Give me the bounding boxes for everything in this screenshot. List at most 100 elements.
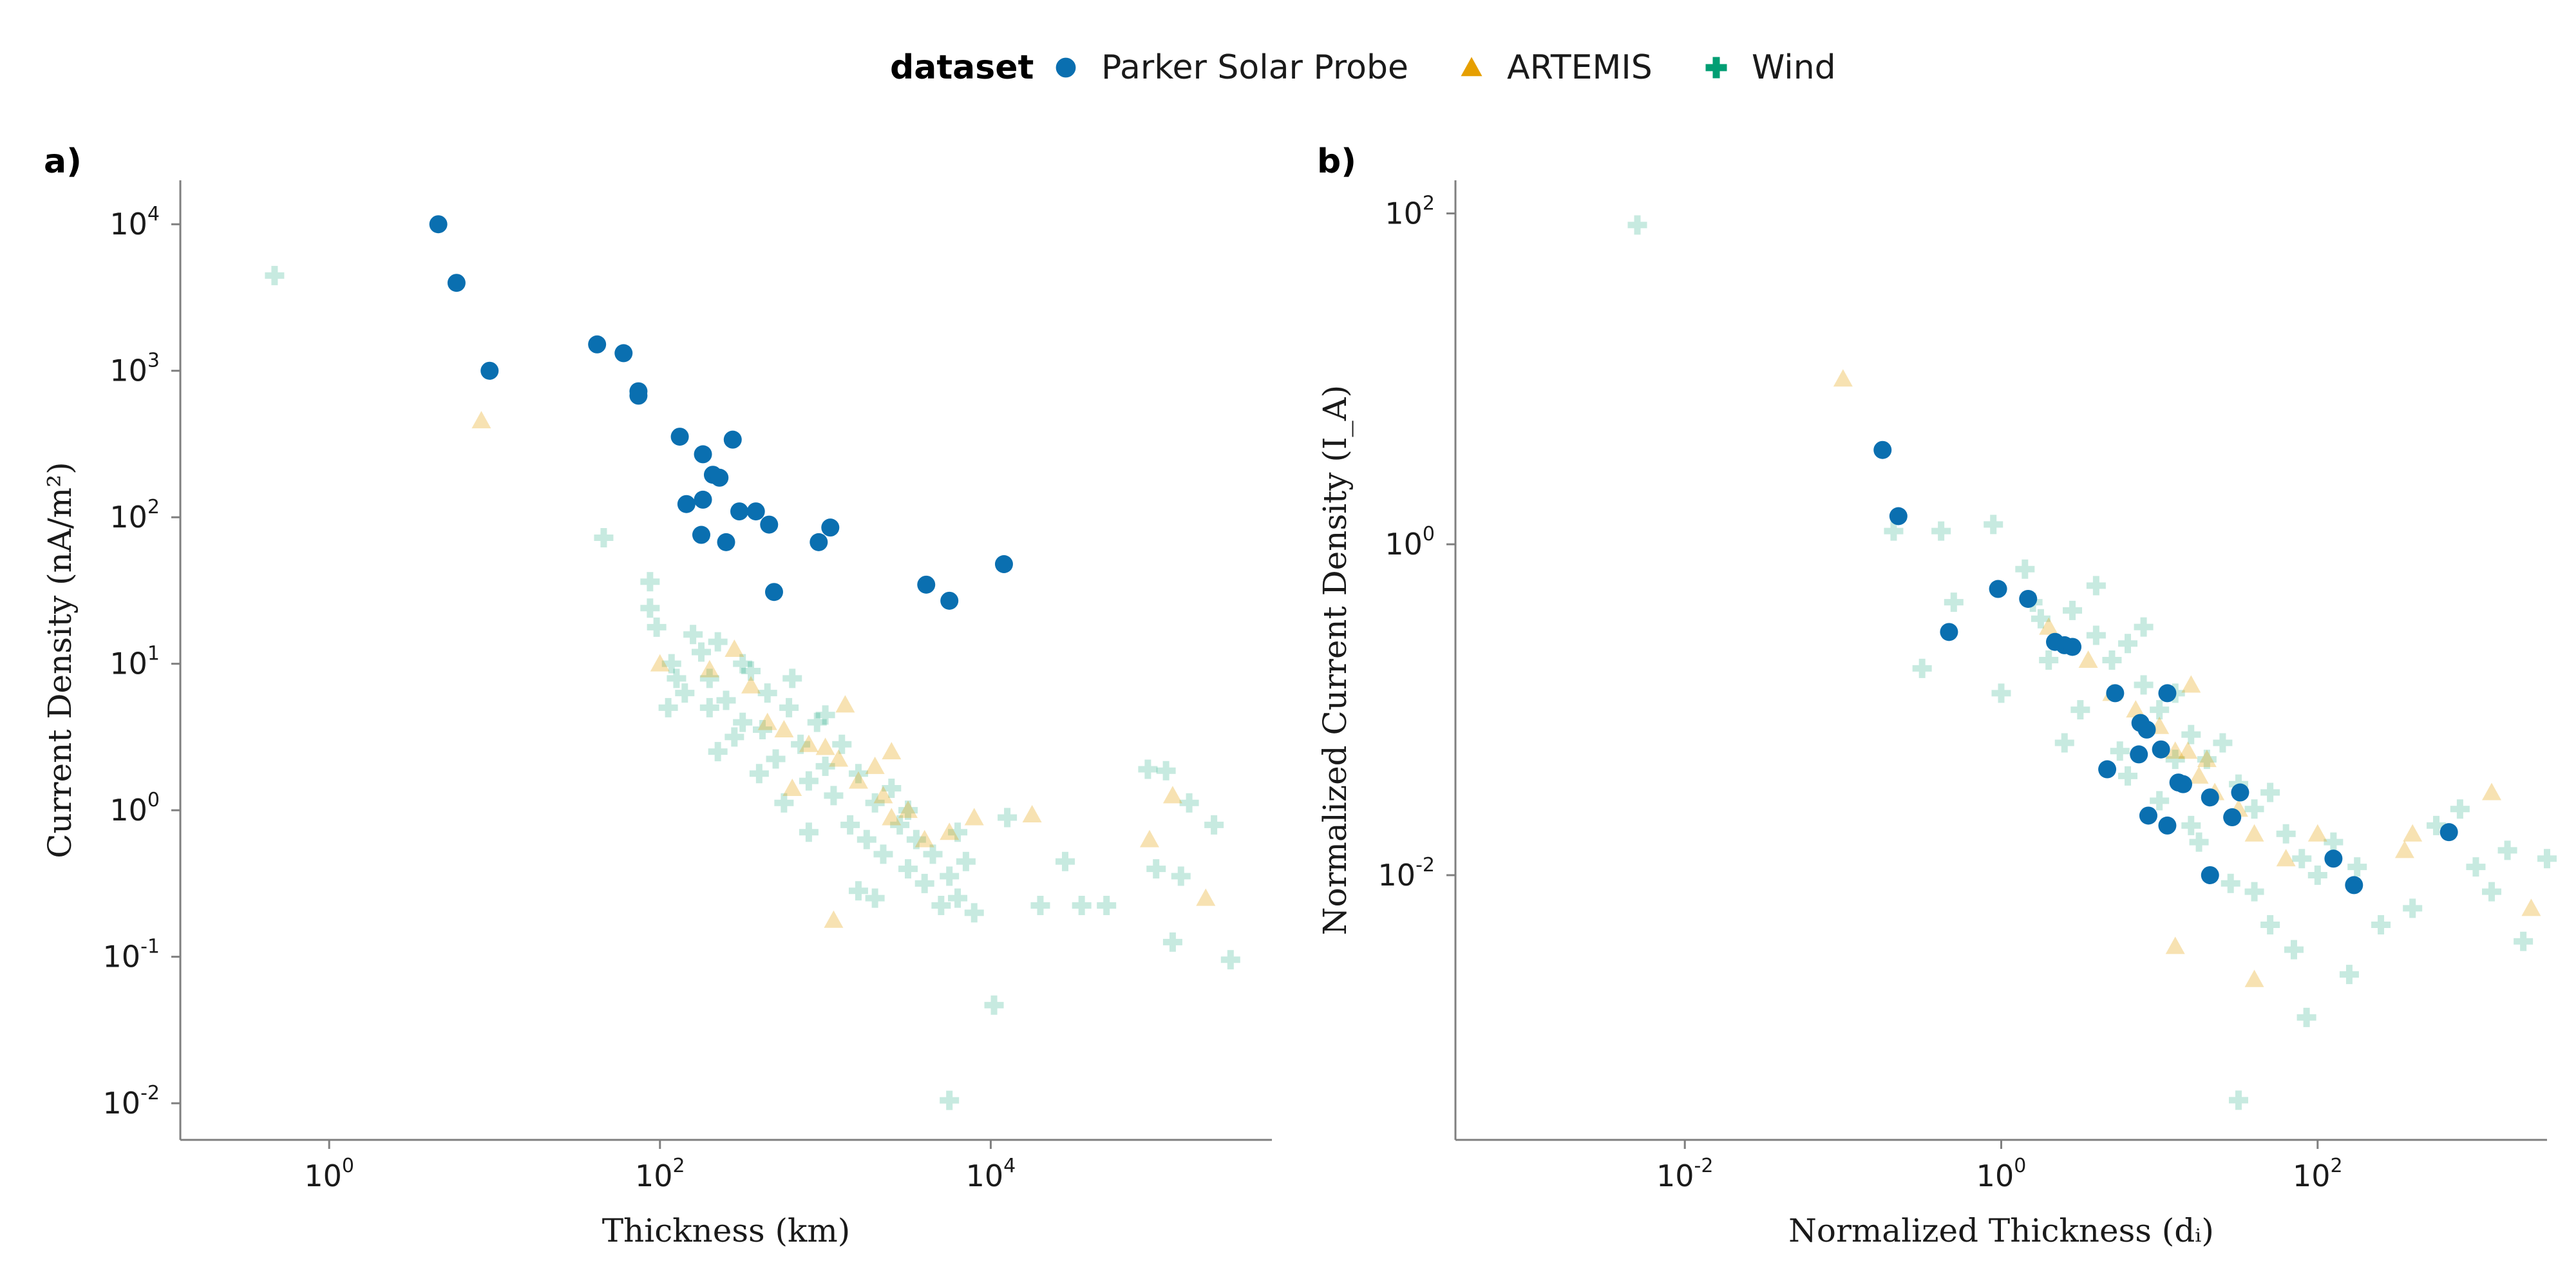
data-point [694, 445, 712, 464]
data-point [914, 829, 934, 848]
data-point [2450, 799, 2470, 819]
data-point [2521, 898, 2541, 916]
data-point [807, 712, 827, 732]
data-point [2130, 745, 2148, 764]
data-point [815, 737, 835, 755]
series-artemis [1833, 369, 2541, 987]
data-point [865, 756, 885, 774]
data-point [2221, 873, 2240, 893]
data-point [2260, 915, 2280, 935]
data-point [741, 676, 761, 694]
data-point [447, 274, 466, 292]
data-point [774, 720, 794, 738]
data-point [940, 1090, 960, 1110]
data-point [948, 822, 968, 842]
y-tick-label: 10-2 [1378, 854, 1435, 893]
data-point [2134, 675, 2154, 695]
y-tick-label: 103 [109, 350, 160, 388]
data-point [647, 617, 667, 637]
data-point [594, 528, 614, 548]
data-point [760, 515, 779, 534]
data-point [940, 591, 959, 610]
data-point [898, 859, 918, 879]
data-point [2181, 724, 2201, 744]
data-point [2244, 882, 2264, 902]
data-point [829, 749, 849, 767]
data-point [1984, 515, 2003, 535]
data-point [757, 712, 777, 730]
data-point [799, 734, 819, 752]
y-tick-label: 101 [109, 643, 160, 681]
data-point [940, 822, 960, 840]
data-point [782, 668, 802, 688]
data-point [1156, 761, 1176, 781]
legend: dataset Parker Solar Probe ARTEMIS Wind [890, 48, 1836, 87]
data-point [733, 654, 753, 674]
data-point [2098, 760, 2117, 779]
data-point [2118, 766, 2138, 786]
legend-title: dataset [890, 48, 1034, 87]
data-point [2482, 882, 2502, 902]
legend-label: ARTEMIS [1507, 48, 1653, 87]
y-tick-label: 100 [1385, 523, 1435, 562]
data-point [2284, 940, 2304, 960]
y-tick-label: 102 [109, 496, 160, 535]
data-point [2307, 824, 2327, 842]
series-parker-solar-probe [429, 215, 1013, 610]
data-point [964, 903, 984, 923]
data-point [2039, 617, 2059, 635]
data-point [2015, 559, 2035, 579]
data-point [2347, 857, 2367, 877]
data-point [1627, 215, 1647, 235]
data-point [640, 572, 660, 592]
data-point [1196, 888, 1216, 906]
data-point [857, 829, 876, 849]
data-point [1097, 896, 1117, 916]
series-artemis [471, 411, 1216, 928]
x-tick-label: 102 [635, 1155, 685, 1193]
data-point [865, 888, 885, 908]
data-point [848, 881, 868, 901]
data-point [824, 786, 844, 806]
data-point [2054, 733, 2074, 753]
data-point [2189, 832, 2209, 852]
data-point [2165, 741, 2185, 759]
data-point [1889, 507, 1908, 526]
data-point [699, 697, 719, 717]
data-point [2324, 849, 2343, 868]
data-point [691, 642, 711, 662]
data-point [1139, 829, 1159, 848]
data-point [2063, 638, 2082, 656]
data-point [1833, 369, 1853, 387]
data-point [873, 786, 893, 804]
data-point [1873, 440, 1892, 459]
data-point [1204, 815, 1224, 835]
data-point [2181, 675, 2201, 693]
x-axis-label: Normalized Thickness (dᵢ) [1788, 1212, 2214, 1249]
y-axis-label: Current Density (nA/m²) [41, 462, 79, 858]
data-point [716, 690, 736, 710]
data-point [699, 668, 719, 688]
data-point [2086, 625, 2106, 645]
data-point [724, 639, 744, 657]
data-point [2139, 806, 2157, 825]
data-point [906, 829, 926, 849]
data-point [699, 659, 719, 677]
data-point [1912, 658, 1932, 678]
data-point [588, 335, 607, 354]
data-point [917, 575, 936, 594]
data-point [2102, 650, 2122, 670]
data-point [774, 793, 794, 813]
data-point [746, 502, 765, 521]
data-point [815, 756, 835, 776]
data-point [2260, 782, 2280, 802]
data-point [1940, 623, 1958, 641]
data-point [730, 502, 749, 521]
data-point [2197, 750, 2217, 768]
data-point [898, 800, 918, 820]
data-point [940, 866, 960, 886]
data-point [2244, 969, 2264, 987]
data-point [1072, 896, 1092, 916]
data-point [670, 428, 689, 446]
data-point [2158, 684, 2177, 703]
